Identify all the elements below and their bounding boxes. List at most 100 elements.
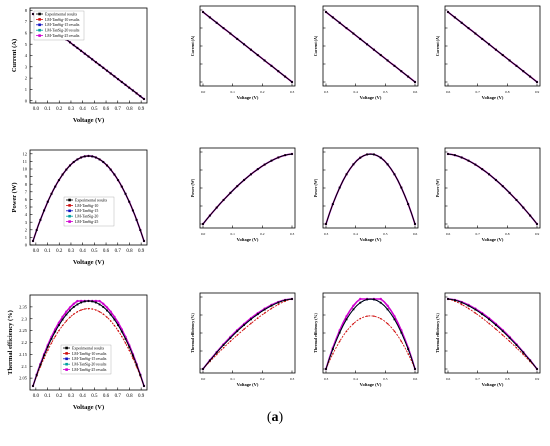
data-point [325,368,327,370]
legend-marker [38,12,41,16]
y-axis-label: Thermal efficiency (%) [190,312,195,352]
y-axis-label: Power (W) [313,178,318,197]
data-point [113,75,116,78]
data-point [208,214,211,217]
x-tick-label: 0.9 [535,377,540,381]
x-axis-label: Voltage (V) [73,404,104,411]
legend-label: LM-TanSig-20 results [45,29,80,33]
series-line [202,298,293,370]
data-point [447,153,449,155]
data-point [109,168,112,171]
x-tick-label: 0.1 [230,90,235,94]
data-point [393,330,396,333]
data-point [508,191,511,194]
x-tick-label: 0.8 [505,90,510,94]
data-point [481,38,484,40]
data-point [379,297,382,301]
x-tick-label: 0.2 [260,232,265,236]
data-point [414,368,416,370]
y-tick-label: 8 [25,182,28,187]
legend-marker [68,198,71,202]
data-point [65,313,68,316]
series-0 [325,153,416,225]
data-point [467,159,470,162]
legend-marker [68,220,71,223]
data-point [215,206,218,209]
data-point [400,186,403,189]
legend-label: LM-TanSig-20 results [72,363,107,367]
y-tick-label: 2.15 [19,352,28,357]
x-tick-label: 0.5 [91,249,98,254]
series-3 [447,153,538,225]
y-axis-label: Thermal efficiency (%) [313,312,318,352]
x-tick-label: 0.5 [383,377,388,381]
data-point [277,301,280,304]
x-axis-label: Voltage (V) [482,237,504,242]
series-2 [446,152,539,225]
legend-label: LM-TanSig-25 results [45,34,80,38]
x-tick-label: 0.4 [80,107,87,112]
data-point [359,297,362,301]
data-point [87,155,90,157]
x-tick-label: 0.8 [505,377,510,381]
series-1 [447,298,538,370]
data-point [277,303,280,306]
data-point [345,330,348,333]
chart-thermal-zoom-1: 0.0 0.1 0.2 0.3 Voltage (V) Thermal efficienc… [190,292,296,387]
series-line [202,298,293,370]
series-line [202,153,293,225]
data-point [54,335,56,338]
data-point [263,308,266,311]
legend-marker [68,204,71,207]
y-axis-label: Current (A) [435,35,440,56]
plot-frame [444,147,541,229]
data-point [113,315,116,319]
x-tick-label: 0.1 [44,249,51,254]
x-tick-label: 0.7 [115,107,122,112]
data-point [102,302,105,306]
data-point [50,192,53,195]
y-tick-label: 6 [25,30,28,35]
x-tick-label: 0.6 [413,90,418,94]
data-point [447,11,449,13]
data-point [325,11,327,13]
x-tick-label: 0.4 [80,394,87,399]
data-point [72,161,75,163]
legend-label: LM-TanSig-15 [75,209,98,213]
y-tick-label: 11 [23,159,27,164]
y-tick-label: 2.05 [19,376,28,381]
data-point [102,161,105,163]
x-axis-label: Voltage (V) [360,237,382,242]
data-point [373,298,375,301]
series-line [447,298,538,370]
legend-label: Experimental results [45,12,78,16]
x-tick-label: 0.9 [535,232,540,236]
data-point [352,304,355,307]
chart-current-zoom-2: 0.3 0.4 0.5 0.6 Voltage (V) Current (A) [313,5,419,100]
x-tick-label: 0.0 [33,107,40,112]
series-3 [202,153,293,225]
legend-marker [65,346,68,350]
data-point [474,312,477,314]
x-tick-label: 0.9 [138,394,145,399]
series-0 [325,298,416,370]
series-line [202,153,293,225]
data-point [61,173,64,176]
data-point [120,185,123,188]
y-tick-label: 9 [25,174,28,179]
series-line [325,298,416,370]
series-line [447,298,538,370]
data-point [143,385,145,387]
series-line [447,11,538,83]
data-point [117,329,119,332]
data-point [61,315,64,319]
x-tick-label: 0.9 [535,90,540,94]
data-point [72,313,75,315]
data-point [338,331,341,334]
legend-marker [38,23,41,27]
data-point [72,302,75,306]
data-point [215,353,218,356]
data-point [76,303,79,306]
data-point [284,75,287,78]
